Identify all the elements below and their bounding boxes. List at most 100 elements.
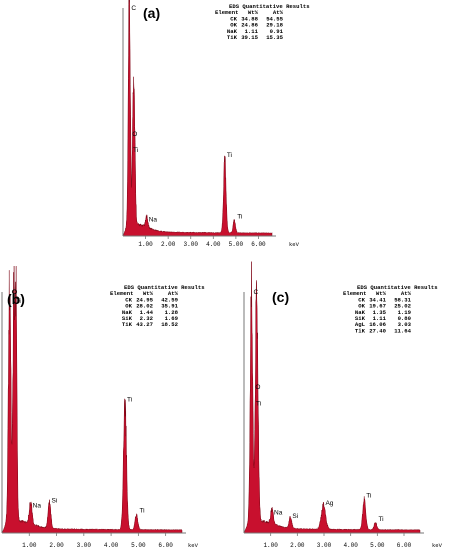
peak-label-ag: Ag	[325, 500, 333, 507]
x-tick-label: 5.00	[370, 542, 385, 549]
x-axis-unit: keV	[432, 542, 443, 549]
x-tick-label: 2.00	[290, 542, 305, 549]
peak-label-c: C	[253, 289, 258, 296]
peak-label-si: Si	[51, 497, 57, 504]
table-header: At%	[273, 9, 284, 16]
peak-label-o: O	[132, 131, 137, 138]
table-value: 25.02	[394, 303, 411, 310]
table-value: 11.64	[394, 327, 411, 334]
x-tick-label: 1.00	[263, 542, 278, 549]
table-value: 0.91	[270, 28, 284, 35]
x-tick-label: 2.00	[161, 241, 176, 248]
table-header: Wt%	[248, 9, 259, 16]
table-header: Element	[110, 290, 134, 297]
peak-label-ti: Ti	[16, 298, 21, 305]
table-value: 1.28	[165, 309, 179, 316]
peak-label-na: Na	[33, 502, 42, 509]
peak-label-ti: Ti	[133, 147, 138, 154]
table-value: 1.44	[140, 309, 154, 316]
peak-label-ti: Ti	[227, 152, 232, 159]
table-value: 28.02	[136, 303, 153, 310]
x-tick-label: 6.00	[397, 542, 412, 549]
table-value: 0.80	[398, 315, 412, 322]
table-element: OK	[125, 303, 132, 310]
table-value: 16.06	[369, 321, 386, 328]
table-element: CK	[125, 296, 132, 303]
table-element: CK	[230, 15, 237, 22]
table-title: EDS Quantitative Results	[229, 3, 310, 10]
spectrum-area	[122, 0, 273, 237]
peak-label-ti: Ti	[378, 516, 383, 523]
x-tick-label: 5.00	[229, 241, 244, 248]
table-title: EDS Quantitative Results	[124, 284, 205, 291]
spectrum-area	[243, 261, 421, 534]
table-header: Wt%	[143, 290, 154, 297]
table-element: OK	[230, 22, 237, 29]
table-value: 35.91	[161, 303, 178, 310]
table-value: 54.55	[266, 15, 283, 22]
table-value: 2.32	[140, 315, 154, 322]
peak-label-na: Na	[274, 510, 283, 517]
table-value: 1.11	[373, 315, 387, 322]
x-tick-label: 3.00	[184, 241, 199, 248]
table-value: 34.88	[241, 15, 258, 22]
x-tick-label: 6.00	[158, 542, 173, 549]
table-value: 29.18	[266, 22, 283, 29]
peak-label-ti: Ti	[256, 400, 261, 407]
table-element: TiK	[122, 321, 133, 328]
x-tick-label: 4.00	[206, 241, 221, 248]
table-value: 19.67	[369, 303, 386, 310]
x-tick-label: 3.00	[77, 542, 92, 549]
x-tick-label: 1.00	[22, 542, 37, 549]
x-tick-label: 3.00	[317, 542, 332, 549]
table-value: 34.41	[369, 296, 386, 303]
table-value: 43.27	[136, 321, 153, 328]
table-title: EDS Quantitative Results	[357, 284, 438, 291]
x-tick-label: 2.00	[49, 542, 64, 549]
peak-label-ti: Ti	[139, 507, 144, 514]
x-axis-unit: keV	[289, 241, 300, 248]
table-header: Element	[343, 290, 367, 297]
table-value: 24.86	[241, 22, 258, 29]
table-element: SiK	[122, 315, 133, 322]
table-element: AgL	[355, 321, 366, 328]
x-axis-unit: keV	[188, 542, 199, 549]
table-element: NaK	[227, 28, 238, 35]
eds-panel-2: 1.00 2.00 3.00 4.00 5.00 6.00 keV C O Ti Na Si Ag Ti T…	[243, 261, 443, 549]
table-element: OK	[358, 303, 365, 310]
peak-label-na: Na	[149, 217, 158, 224]
table-value: 15.35	[266, 34, 283, 41]
table-element: SiK	[355, 315, 366, 322]
peak-label-ti: Ti	[237, 213, 242, 220]
table-value: 1.69	[165, 315, 179, 322]
table-value: 58.31	[394, 296, 411, 303]
peak-label-c: C	[131, 5, 136, 12]
table-element: NaK	[122, 309, 133, 316]
peak-label-o: O	[255, 384, 260, 391]
table-value: 39.15	[241, 34, 258, 41]
peak-label-c: C	[12, 289, 17, 296]
peak-label-si: Si	[292, 513, 298, 520]
x-tick-label: 4.00	[343, 542, 358, 549]
panel-label: (a)	[143, 5, 160, 21]
table-element: CK	[358, 296, 365, 303]
x-tick-label: 6.00	[251, 241, 266, 248]
table-value: 18.52	[161, 321, 178, 328]
table-element: TiK	[355, 327, 366, 334]
table-value: 24.95	[136, 296, 153, 303]
panel-label: (c)	[272, 289, 289, 305]
table-value: 3.03	[398, 321, 412, 328]
table-element: NaK	[355, 309, 366, 316]
x-tick-label: 4.00	[104, 542, 119, 549]
x-tick-label: 1.00	[138, 241, 153, 248]
table-element: TiK	[227, 34, 238, 41]
eds-panel-1: 1.00 2.00 3.00 4.00 5.00 6.00 keVCOTiNaSiTiTi(…	[1, 265, 205, 549]
panel-label: (b)	[7, 291, 25, 307]
table-header: At%	[168, 290, 179, 297]
table-header: At%	[401, 290, 412, 297]
table-value: 1.35	[373, 309, 387, 316]
table-header: Wt%	[376, 290, 387, 297]
